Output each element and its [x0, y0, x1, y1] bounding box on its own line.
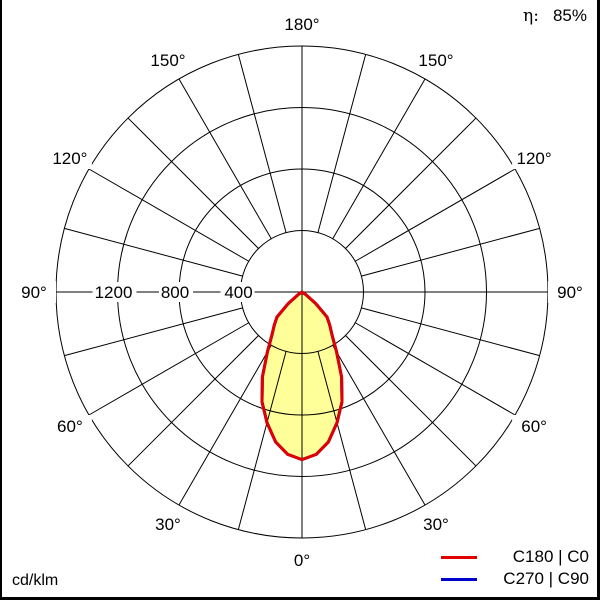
legend-label: C270 | C90: [503, 569, 589, 588]
grid-spoke: [360, 227, 540, 277]
legend-swatch-blue: [441, 577, 477, 581]
grid-spoke: [317, 350, 367, 530]
grid-spoke: [64, 307, 244, 357]
grid-spoke: [332, 78, 426, 240]
grid-spoke: [178, 344, 272, 506]
angle-label: 120°: [52, 149, 87, 168]
angle-label: 0°: [294, 551, 310, 570]
efficiency-value: 85%: [552, 6, 587, 25]
angle-label-bg: [414, 513, 458, 536]
angle-label: 150°: [418, 51, 453, 70]
legend-swatch-red: [441, 555, 477, 559]
angle-label-bg: [146, 48, 190, 71]
tick-label-bg: [220, 282, 255, 302]
angle-label-bg: [47, 415, 92, 437]
grid-spoke: [332, 344, 426, 506]
angle-label-bg: [280, 13, 324, 35]
grid-spoke: [354, 168, 516, 262]
angle-label: 60°: [57, 417, 83, 436]
angle-label-bg: [414, 48, 458, 71]
angle-label: 120°: [517, 149, 552, 168]
grid-spoke: [317, 54, 367, 234]
legend-item-c270-c90: C270 | C90: [441, 568, 589, 590]
efficiency-readout: η: 85%: [523, 6, 587, 26]
tick-label-bg: [159, 282, 193, 302]
angle-label-bg: [548, 281, 592, 303]
grid-spoke: [88, 168, 250, 262]
radial-tick-label: 400: [224, 283, 252, 302]
angle-label: 30°: [423, 515, 449, 534]
angle-label: 30°: [155, 515, 181, 534]
legend-item-c180-c0: C180 | C0: [441, 546, 589, 568]
grid-spoke: [127, 117, 260, 250]
grid-spoke: [88, 322, 250, 416]
efficiency-label: η:: [523, 6, 539, 26]
angle-label-bg: [512, 147, 557, 169]
angle-label: 90°: [21, 283, 47, 302]
legend: C180 | C0 C270 | C90: [441, 546, 589, 590]
grid-spoke: [64, 227, 244, 277]
angle-label-bg: [146, 513, 190, 536]
radial-tick-label: 1200: [95, 283, 133, 302]
series-line: [260, 290, 344, 462]
grid-spoke: [237, 54, 287, 234]
radial-tick-label: 800: [161, 283, 189, 302]
grid-spoke: [237, 350, 287, 530]
grid-spoke: [344, 117, 477, 250]
grid-spoke: [360, 307, 540, 357]
grid-spoke: [354, 322, 516, 416]
angle-label-bg: [12, 281, 56, 303]
angle-label: 180°: [284, 15, 319, 34]
tick-label-bg: [92, 282, 137, 302]
angle-label: 60°: [521, 417, 547, 436]
angle-label-bg: [512, 415, 557, 437]
grid-spoke: [127, 334, 260, 467]
angle-label: 150°: [150, 51, 185, 70]
angle-label-bg: [47, 147, 92, 169]
unit-label: cd/klm: [12, 572, 59, 589]
grid-spoke: [178, 78, 272, 240]
legend-label: C180 | C0: [512, 547, 589, 566]
angle-label-bg: [280, 549, 324, 571]
grid-spoke: [344, 334, 477, 467]
angle-label: 90°: [557, 283, 583, 302]
